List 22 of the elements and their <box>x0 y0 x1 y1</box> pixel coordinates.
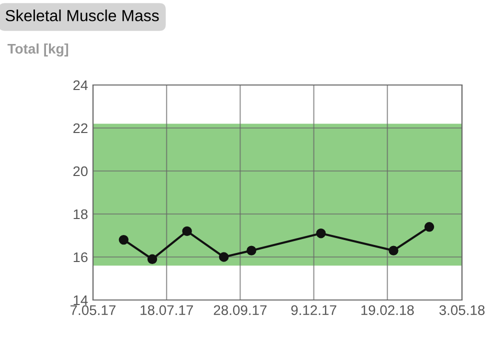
y-tick-label: 22 <box>73 123 88 134</box>
point <box>182 226 192 236</box>
x-tick-label: 28.09.17 <box>214 305 267 316</box>
point <box>218 252 229 262</box>
y-tick-label: 16 <box>74 252 88 262</box>
x-tick-label: 18.07.17 <box>140 305 193 316</box>
x-tick-label: 7.05.17 <box>70 305 116 316</box>
y-tick-label: 14 <box>74 295 88 306</box>
y-tick-label: 20 <box>73 166 88 176</box>
point <box>424 222 434 232</box>
y-tick-label: 18 <box>74 209 88 220</box>
point <box>246 246 256 256</box>
point <box>147 254 158 264</box>
point <box>118 234 129 245</box>
y-axis-title: Total [kg] <box>8 43 68 57</box>
y-tick-label: 24 <box>73 80 88 90</box>
x-tick-label: 19.02.18 <box>361 305 414 316</box>
x-tick-label: 9.12.17 <box>291 305 336 316</box>
point <box>388 246 398 256</box>
chart-title: Skeletal Muscle Mass <box>6 10 159 22</box>
x-tick-label: 3.05.18 <box>439 305 485 316</box>
point <box>316 228 326 238</box>
